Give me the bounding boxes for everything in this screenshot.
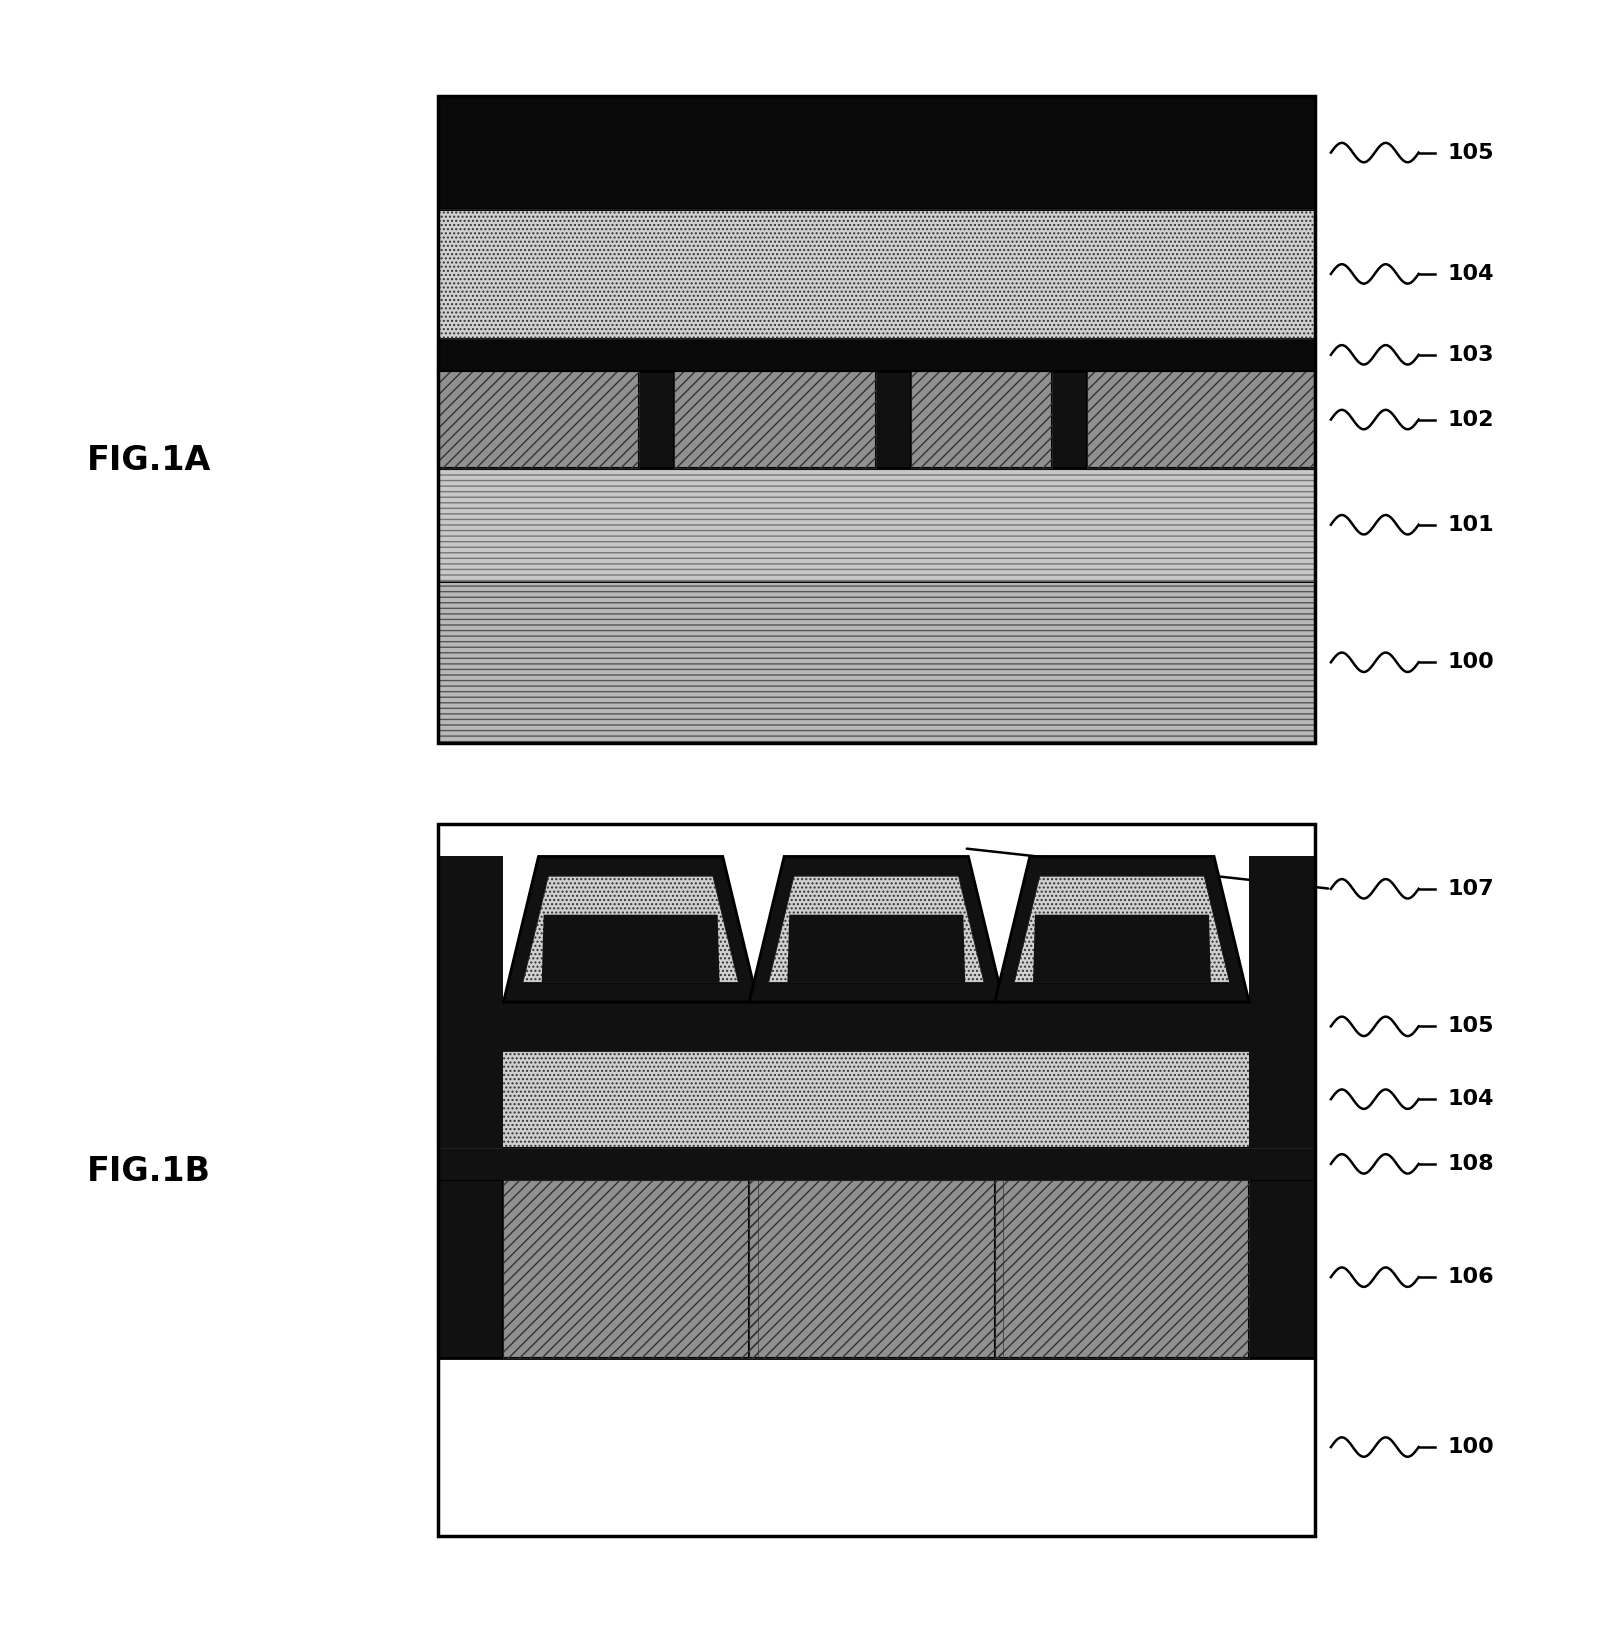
Bar: [674, 370, 877, 468]
Bar: [438, 824, 1315, 1536]
Bar: [1086, 370, 1315, 468]
Bar: [911, 370, 1052, 468]
Polygon shape: [994, 857, 1249, 1002]
Bar: [438, 857, 504, 1002]
Text: 108: 108: [1448, 1154, 1493, 1173]
Bar: [438, 339, 1315, 370]
Polygon shape: [1033, 914, 1212, 982]
Bar: [438, 370, 1315, 468]
Bar: [438, 96, 1315, 209]
Text: 106: 106: [1448, 1266, 1493, 1288]
Bar: [438, 1051, 1315, 1147]
Bar: [438, 581, 1315, 743]
Text: 107: 107: [1448, 878, 1493, 899]
Text: 105: 105: [1448, 142, 1493, 163]
Text: 105: 105: [1448, 1017, 1493, 1036]
Polygon shape: [767, 876, 985, 982]
Polygon shape: [523, 876, 739, 982]
Bar: [438, 1051, 1315, 1147]
Text: 100: 100: [1448, 653, 1495, 672]
Text: 103: 103: [1448, 344, 1493, 366]
Bar: [911, 370, 1052, 468]
Polygon shape: [750, 857, 1004, 1002]
Text: 100: 100: [1448, 1438, 1495, 1457]
Text: 101: 101: [1448, 514, 1493, 535]
Bar: [438, 1147, 1315, 1180]
Text: FIG.1B: FIG.1B: [87, 1155, 211, 1188]
Polygon shape: [1014, 876, 1229, 982]
Bar: [438, 1002, 1315, 1051]
Bar: [438, 209, 1315, 339]
Bar: [438, 209, 1315, 339]
Polygon shape: [787, 914, 965, 982]
Bar: [438, 581, 1315, 743]
Bar: [1249, 1051, 1315, 1147]
Bar: [438, 96, 1315, 743]
Bar: [438, 1051, 504, 1147]
Bar: [438, 1180, 1315, 1358]
Bar: [1086, 370, 1315, 468]
Polygon shape: [542, 914, 719, 982]
Text: 102: 102: [1448, 410, 1493, 429]
Polygon shape: [504, 857, 758, 1002]
Bar: [438, 370, 639, 468]
Polygon shape: [994, 1180, 1249, 1358]
Polygon shape: [504, 1180, 758, 1358]
Polygon shape: [750, 1180, 1004, 1358]
Text: 104: 104: [1448, 1089, 1493, 1110]
Text: 104: 104: [1448, 264, 1493, 284]
Bar: [674, 370, 877, 468]
Bar: [438, 468, 1315, 581]
Bar: [438, 370, 639, 468]
Text: FIG.1A: FIG.1A: [87, 444, 211, 477]
Bar: [1249, 857, 1315, 1002]
Bar: [438, 1358, 1315, 1536]
Bar: [438, 468, 1315, 581]
